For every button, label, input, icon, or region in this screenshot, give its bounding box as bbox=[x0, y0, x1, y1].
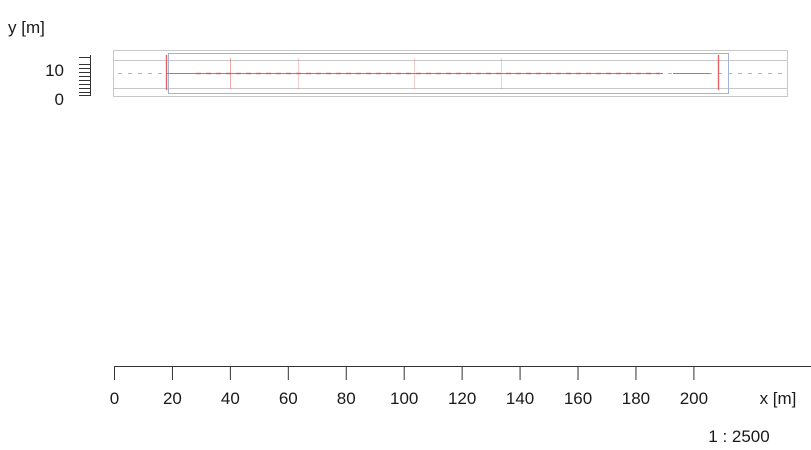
y-tick-label-10: 10 bbox=[45, 61, 64, 80]
y-axis-label: y [m] bbox=[8, 18, 45, 37]
bridge-structure bbox=[165, 55, 720, 90]
x-tick-label-160: 160 bbox=[564, 389, 592, 408]
x-tick-label-20: 20 bbox=[163, 389, 182, 408]
y-tick-label-0: 0 bbox=[55, 90, 64, 109]
x-tick-label-40: 40 bbox=[221, 389, 240, 408]
x-tick-label-60: 60 bbox=[279, 389, 298, 408]
x-tick-label-120: 120 bbox=[448, 389, 476, 408]
x-tick-label-180: 180 bbox=[622, 389, 650, 408]
x-tick-label-200: 200 bbox=[680, 389, 708, 408]
x-tick-label-140: 140 bbox=[506, 389, 534, 408]
x-axis-unit: x [m] bbox=[760, 389, 797, 408]
scale-label: 1 : 2500 bbox=[708, 427, 769, 446]
x-axis-ticks: 0 20 40 60 80 100 120 140 160 180 200 bbox=[110, 366, 708, 408]
y-axis-ruler bbox=[79, 55, 91, 96]
x-tick-label-0: 0 bbox=[110, 389, 119, 408]
x-tick-label-100: 100 bbox=[390, 389, 418, 408]
plan-frame bbox=[113, 50, 788, 97]
x-tick-label-80: 80 bbox=[337, 389, 356, 408]
